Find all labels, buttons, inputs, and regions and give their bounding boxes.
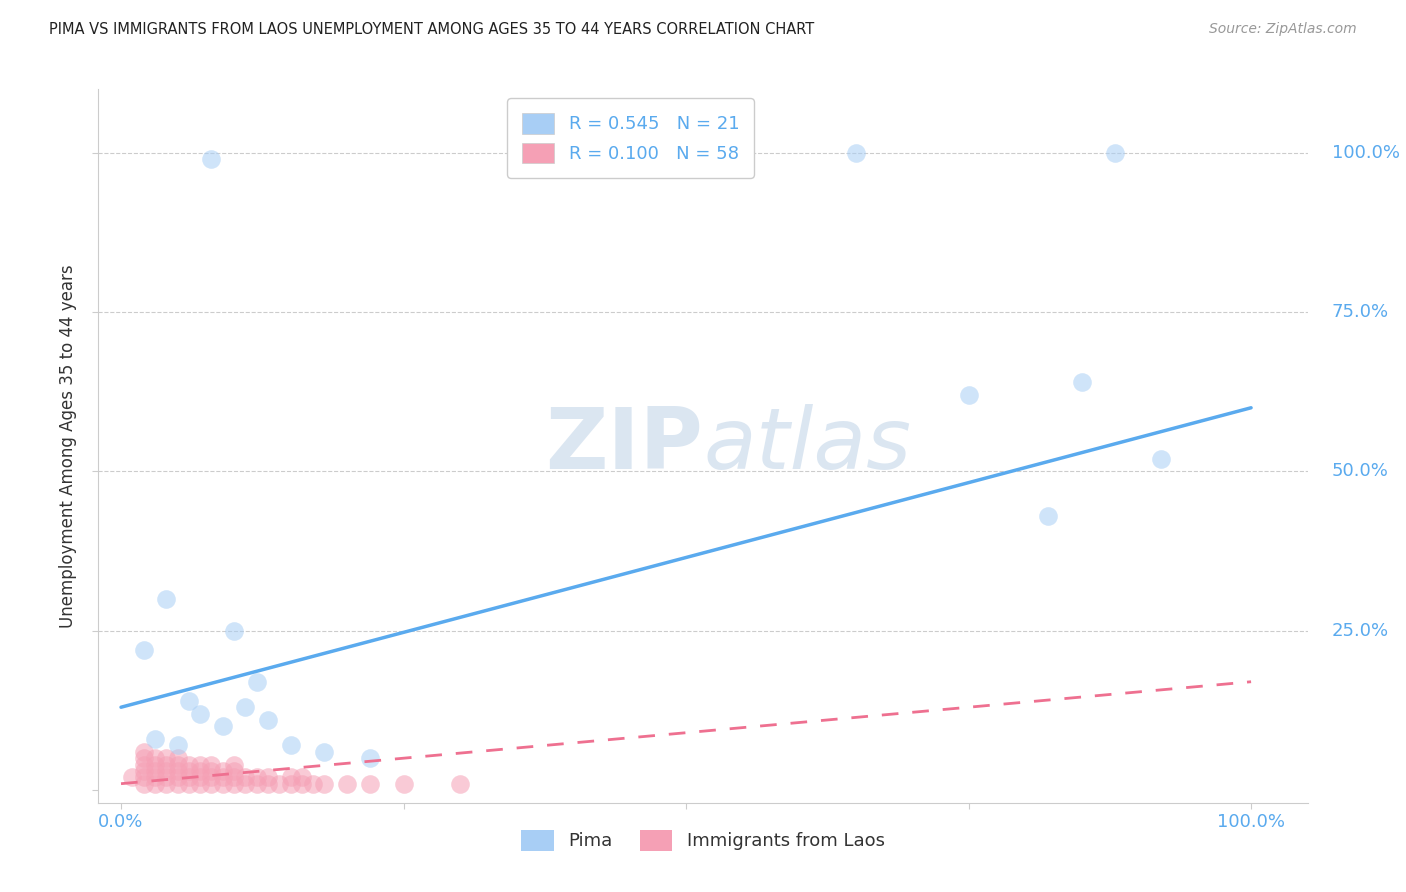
Point bbox=[132, 757, 155, 772]
Point bbox=[233, 700, 256, 714]
Text: atlas: atlas bbox=[703, 404, 911, 488]
Point bbox=[200, 153, 222, 167]
Text: 75.0%: 75.0% bbox=[1331, 303, 1389, 321]
Point bbox=[336, 777, 359, 791]
Point bbox=[246, 777, 269, 791]
Point bbox=[222, 777, 245, 791]
Point bbox=[1036, 509, 1059, 524]
Text: Source: ZipAtlas.com: Source: ZipAtlas.com bbox=[1209, 22, 1357, 37]
Point bbox=[188, 770, 211, 784]
Point bbox=[143, 764, 166, 778]
Point bbox=[132, 745, 155, 759]
Point bbox=[222, 770, 245, 784]
Point bbox=[155, 591, 177, 606]
Point bbox=[188, 777, 211, 791]
Point bbox=[246, 770, 269, 784]
Text: ZIP: ZIP bbox=[546, 404, 703, 488]
Point bbox=[188, 764, 211, 778]
Point bbox=[143, 770, 166, 784]
Point bbox=[121, 770, 143, 784]
Point bbox=[392, 777, 415, 791]
Point bbox=[359, 777, 381, 791]
Text: 50.0%: 50.0% bbox=[1331, 462, 1389, 481]
Point bbox=[257, 713, 280, 727]
Point bbox=[200, 770, 222, 784]
Point bbox=[177, 770, 200, 784]
Point bbox=[257, 770, 280, 784]
Point bbox=[291, 770, 314, 784]
Point bbox=[166, 739, 188, 753]
Text: 25.0%: 25.0% bbox=[1331, 622, 1389, 640]
Point bbox=[222, 764, 245, 778]
Point bbox=[845, 145, 868, 160]
Point bbox=[211, 777, 233, 791]
Point bbox=[166, 757, 188, 772]
Point bbox=[177, 777, 200, 791]
Point bbox=[449, 777, 471, 791]
Text: PIMA VS IMMIGRANTS FROM LAOS UNEMPLOYMENT AMONG AGES 35 TO 44 YEARS CORRELATION : PIMA VS IMMIGRANTS FROM LAOS UNEMPLOYMEN… bbox=[49, 22, 814, 37]
Point bbox=[188, 757, 211, 772]
Point bbox=[132, 643, 155, 657]
Point bbox=[257, 777, 280, 791]
Point bbox=[177, 764, 200, 778]
Point bbox=[1104, 145, 1126, 160]
Point bbox=[200, 764, 222, 778]
Point bbox=[280, 770, 302, 784]
Point bbox=[359, 751, 381, 765]
Point bbox=[280, 739, 302, 753]
Point bbox=[132, 764, 155, 778]
Point bbox=[269, 777, 291, 791]
Point bbox=[177, 694, 200, 708]
Legend: Pima, Immigrants from Laos: Pima, Immigrants from Laos bbox=[515, 822, 891, 858]
Point bbox=[222, 624, 245, 638]
Point bbox=[155, 777, 177, 791]
Point bbox=[200, 757, 222, 772]
Point bbox=[155, 751, 177, 765]
Point bbox=[177, 757, 200, 772]
Point bbox=[155, 757, 177, 772]
Point bbox=[132, 777, 155, 791]
Point bbox=[155, 764, 177, 778]
Point bbox=[233, 777, 256, 791]
Point bbox=[143, 777, 166, 791]
Y-axis label: Unemployment Among Ages 35 to 44 years: Unemployment Among Ages 35 to 44 years bbox=[59, 264, 77, 628]
Point bbox=[314, 777, 336, 791]
Point bbox=[132, 770, 155, 784]
Point bbox=[957, 388, 980, 402]
Point bbox=[143, 751, 166, 765]
Point bbox=[314, 745, 336, 759]
Point bbox=[280, 777, 302, 791]
Point bbox=[166, 751, 188, 765]
Point bbox=[166, 770, 188, 784]
Point bbox=[302, 777, 325, 791]
Point bbox=[211, 719, 233, 733]
Point bbox=[166, 764, 188, 778]
Point bbox=[132, 751, 155, 765]
Point bbox=[143, 757, 166, 772]
Point bbox=[143, 732, 166, 747]
Point bbox=[233, 770, 256, 784]
Point bbox=[1150, 451, 1173, 466]
Point bbox=[1070, 376, 1092, 390]
Point bbox=[188, 706, 211, 721]
Point bbox=[222, 757, 245, 772]
Point bbox=[200, 777, 222, 791]
Text: 100.0%: 100.0% bbox=[1331, 144, 1400, 162]
Point bbox=[211, 764, 233, 778]
Point bbox=[291, 777, 314, 791]
Point bbox=[155, 770, 177, 784]
Point bbox=[246, 674, 269, 689]
Point bbox=[211, 770, 233, 784]
Point bbox=[166, 777, 188, 791]
